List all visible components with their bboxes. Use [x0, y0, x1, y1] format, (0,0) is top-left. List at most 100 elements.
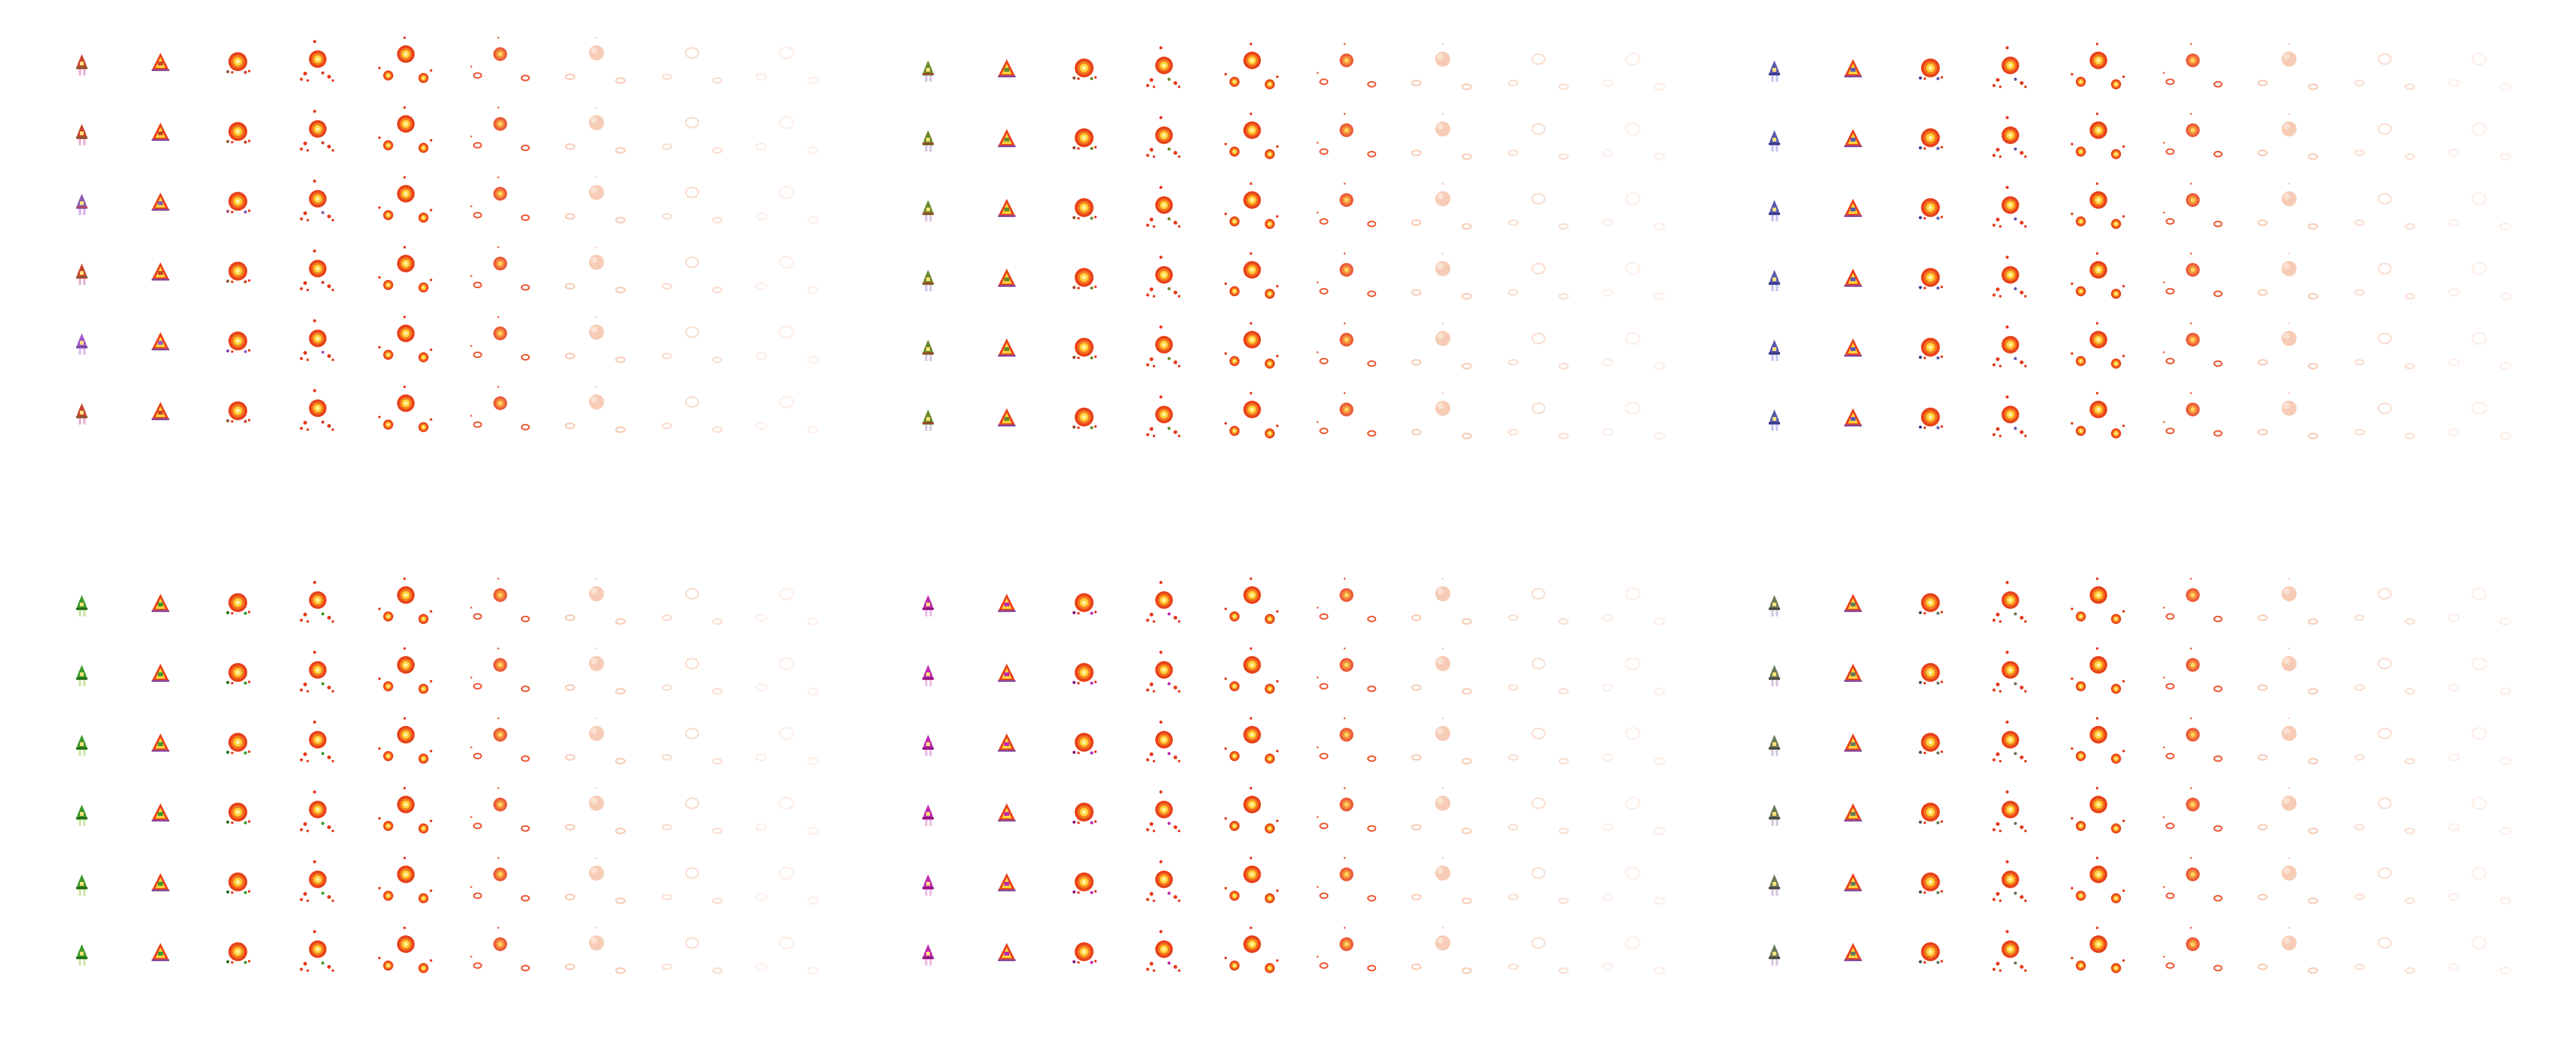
smoke-puff — [1508, 684, 1519, 691]
debris-particle — [1936, 611, 1940, 615]
frame-split-fade — [470, 316, 530, 361]
debris-particle — [1077, 612, 1080, 615]
animation-row — [76, 316, 819, 364]
debris-particle — [1224, 887, 1227, 889]
smoke-puff — [1601, 428, 1614, 437]
debris-particle — [2013, 891, 2017, 895]
smoke-puff — [807, 286, 819, 294]
debris-particle — [430, 69, 432, 72]
fireball-hot — [422, 967, 425, 969]
ship-cockpit — [1772, 277, 1776, 281]
debris-particle — [226, 70, 230, 74]
smoke-puff — [2213, 430, 2223, 437]
fireball-hot — [387, 825, 389, 827]
debris-particle — [2024, 435, 2027, 437]
frame-split-fade — [470, 577, 530, 623]
debris-particle — [1153, 86, 1155, 88]
frame-fireball — [1918, 942, 1943, 964]
debris-particle — [313, 581, 316, 584]
debris-particle — [1918, 681, 1922, 684]
debris-particle — [332, 428, 334, 431]
debris-particle — [1173, 221, 1177, 225]
debris-particle — [1999, 295, 2002, 298]
frame-smoke-trace — [755, 116, 819, 155]
fireball-hot — [1268, 223, 1271, 225]
animation-row — [922, 717, 1666, 766]
debris-particle — [300, 217, 303, 221]
debris-particle — [306, 289, 309, 291]
debris-particle — [497, 246, 500, 248]
debris-particle — [1146, 223, 1150, 227]
debris-particle — [595, 246, 598, 248]
smoke-puff — [473, 682, 483, 690]
animation-row — [76, 857, 819, 905]
smoke-cloud — [589, 45, 604, 60]
debris-particle — [1924, 822, 1926, 824]
smoke-puff — [520, 74, 530, 82]
debris-particle — [231, 961, 233, 964]
fireball-hot — [1268, 757, 1271, 760]
smoke-puff — [2257, 684, 2268, 691]
smoke-puff — [712, 757, 723, 765]
ship-exhaust — [83, 889, 86, 896]
frame-ignite — [152, 664, 169, 682]
frame-burst — [1146, 581, 1180, 623]
debris-particle — [2005, 790, 2009, 794]
debris-particle — [248, 349, 250, 352]
ship-wing — [922, 677, 934, 679]
frame-fireball — [1918, 593, 1943, 615]
frame-smoke-fade — [2354, 797, 2416, 835]
debris-particle — [2288, 927, 2290, 929]
fireball-hot — [1929, 880, 1932, 884]
debris-particle — [231, 752, 233, 754]
fireball-core — [1344, 128, 1349, 133]
smoke-puff — [2448, 753, 2460, 762]
debris-particle — [2020, 755, 2024, 759]
smoke-puff — [712, 356, 723, 364]
smoke-puff — [2377, 657, 2392, 670]
debris-particle — [226, 279, 230, 283]
smoke-puff — [1558, 153, 1569, 160]
debris-particle — [1173, 616, 1177, 620]
smoke-puff — [2354, 359, 2365, 366]
debris-particle — [2122, 75, 2125, 78]
smoke-puff — [2404, 618, 2416, 625]
smoke-puff — [1461, 827, 1472, 835]
debris-particle — [1146, 828, 1150, 832]
debris-particle — [1999, 155, 2002, 158]
debris-particle — [244, 140, 247, 144]
smoke-puff — [1508, 149, 1519, 157]
debris-particle — [1224, 747, 1227, 750]
debris-particle — [1224, 143, 1227, 145]
frame-split-fade — [1316, 392, 1377, 437]
smoke-puff — [712, 967, 723, 974]
frame-ignite — [1844, 338, 1862, 357]
frame-split-fade — [1316, 182, 1377, 228]
debris-particle — [2013, 426, 2017, 430]
smoke-puff — [1367, 825, 1377, 832]
debris-particle — [248, 279, 250, 282]
frame-split — [1224, 787, 1279, 833]
smoke-puff — [1461, 432, 1472, 440]
smoke-puff — [2404, 967, 2416, 974]
fireball-hot — [1250, 338, 1254, 342]
smoke-puff — [615, 618, 626, 625]
smoke-puff — [712, 426, 723, 433]
frame-ship — [1769, 270, 1780, 291]
debris-particle — [327, 616, 331, 620]
smoke-puff — [1625, 332, 1641, 345]
smoke-puff — [1411, 754, 1422, 761]
ship-exhaust — [929, 285, 932, 291]
fireball-hot — [404, 332, 408, 335]
smoke-puff — [685, 326, 700, 338]
ship-hull-remnant — [158, 742, 163, 746]
debris-particle — [2024, 969, 2027, 972]
debris-particle — [313, 40, 316, 43]
ship-wing — [152, 139, 169, 141]
smoke-puff — [1411, 428, 1422, 436]
debris-particle — [1159, 255, 1163, 259]
frame-split — [378, 316, 432, 362]
fireball-hot — [1162, 668, 1166, 672]
smoke-puff — [1508, 359, 1519, 366]
debris-particle — [226, 681, 230, 684]
